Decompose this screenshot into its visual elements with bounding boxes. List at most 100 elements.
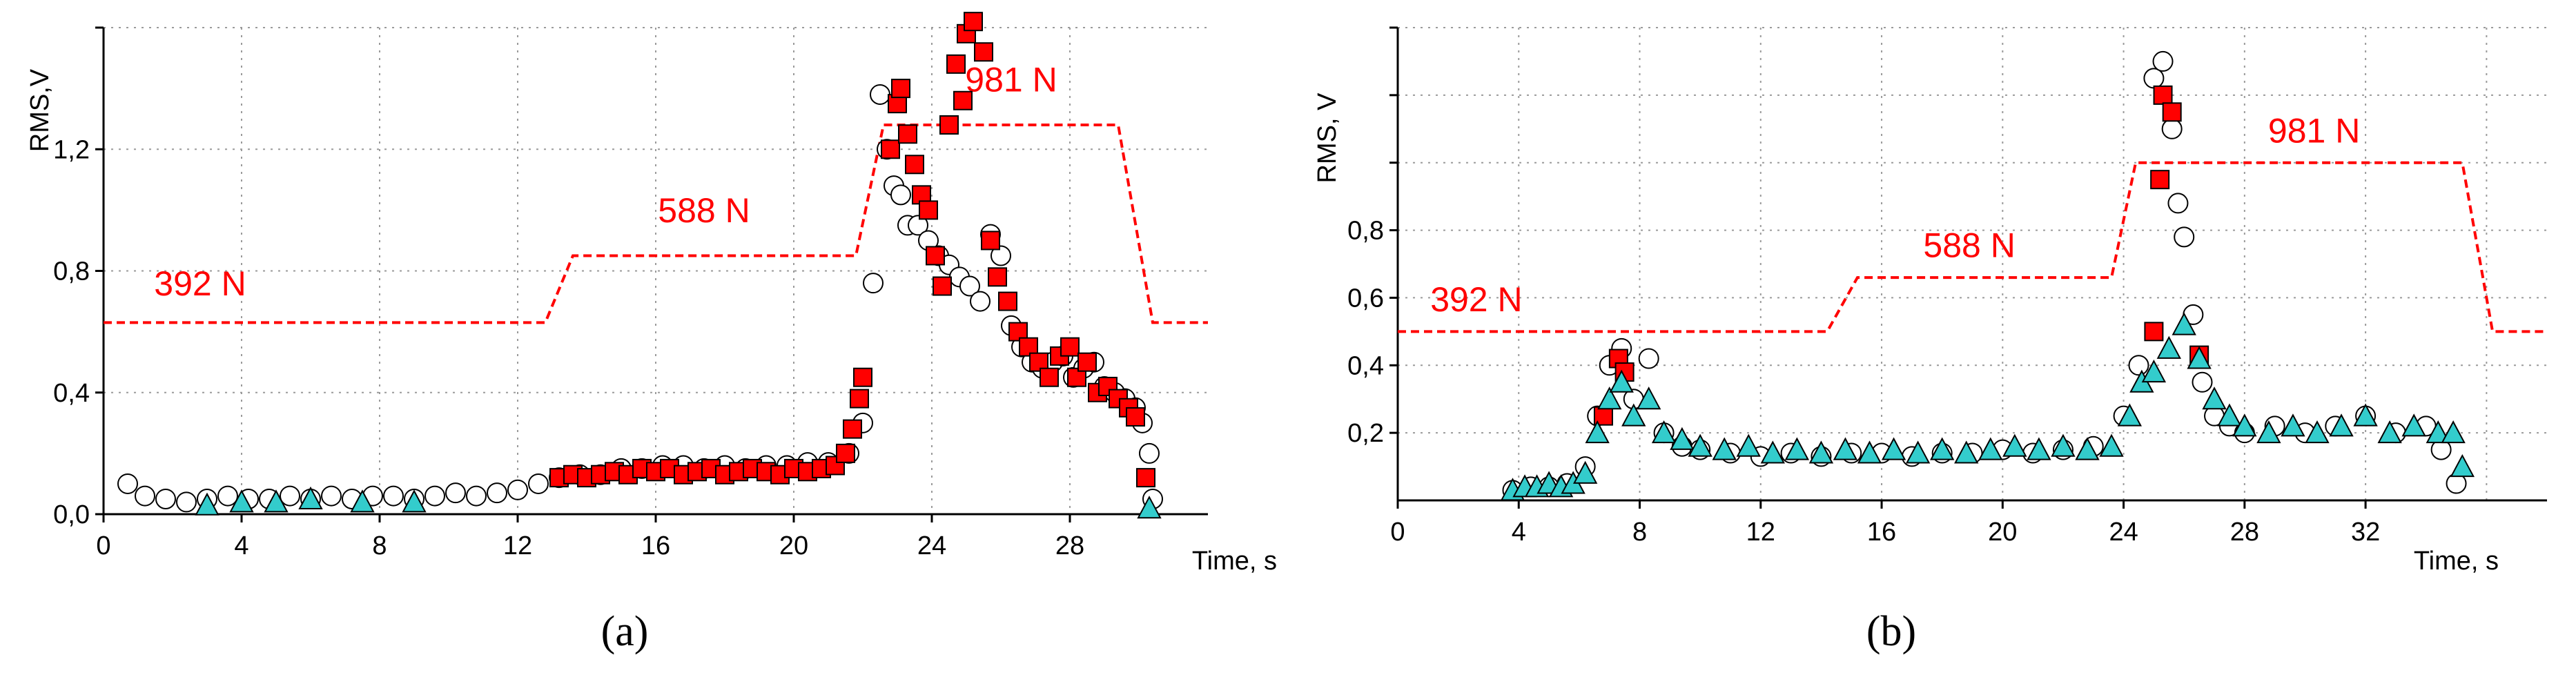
data-point-circle <box>2152 50 2174 72</box>
x-tick-label: 0 <box>96 531 110 560</box>
x-tick-label: 16 <box>1867 518 1896 547</box>
data-point-circle <box>870 84 890 105</box>
force-label: 588 N <box>658 191 750 230</box>
data-point-triangle <box>229 489 254 513</box>
data-point-square <box>1040 367 1059 387</box>
y-tick-label: 0,6 <box>1347 284 1384 313</box>
data-point-triangle <box>350 489 375 513</box>
data-point-circle <box>1139 442 1160 464</box>
data-point-triangle <box>1688 433 1713 457</box>
data-point-triangle <box>1609 369 1634 393</box>
data-point-triangle <box>2202 387 2227 410</box>
data-point-circle <box>970 291 991 312</box>
data-point-square <box>953 90 973 110</box>
data-point-triangle <box>1978 437 2003 460</box>
data-point-triangle <box>2305 420 2330 444</box>
data-point-square <box>964 12 983 32</box>
data-point-square <box>981 231 1000 251</box>
data-point-triangle <box>2099 433 2124 457</box>
force-label: 981 N <box>965 61 1057 99</box>
data-point-square <box>957 23 976 43</box>
data-point-square <box>998 291 1017 311</box>
data-point-circle <box>2174 226 2195 248</box>
data-point-triangle <box>1651 420 1677 444</box>
y-axis-label: RMS, V <box>1313 92 1342 184</box>
data-point-circle <box>445 482 466 504</box>
data-point-triangle <box>2172 312 2196 335</box>
data-point-circle <box>959 275 980 297</box>
data-point-square <box>891 79 910 99</box>
data-point-triangle <box>2187 346 2212 369</box>
x-tick-label: 28 <box>2230 518 2259 547</box>
data-point-square <box>2150 170 2170 190</box>
data-point-triangle <box>1736 433 1761 457</box>
data-point-square <box>1019 337 1038 357</box>
force-load-line <box>104 124 1208 324</box>
y-tick-label: 0,4 <box>53 379 90 408</box>
data-point-circle <box>383 485 404 507</box>
x-tick-label: 8 <box>372 531 387 560</box>
data-point-triangle <box>2075 437 2100 460</box>
x-tick-label: 24 <box>2109 518 2138 547</box>
data-point-triangle <box>2401 413 2426 437</box>
data-point-circle <box>890 184 911 206</box>
data-point-square <box>933 276 952 296</box>
data-point-triangle <box>2002 433 2027 457</box>
data-point-triangle <box>2217 403 2242 427</box>
data-point-circle <box>991 245 1011 266</box>
data-point-triangle <box>1712 437 1737 460</box>
data-point-triangle <box>2027 437 2051 460</box>
data-point-triangle <box>1137 496 1162 519</box>
data-point-triangle <box>2256 420 2281 444</box>
data-point-circle <box>135 485 155 507</box>
data-point-square <box>2153 85 2173 105</box>
data-point-triangle <box>195 492 219 516</box>
data-point-triangle <box>1881 437 1906 460</box>
force-label: 392 N <box>1430 280 1522 319</box>
data-point-triangle <box>2051 433 2076 457</box>
data-point-square <box>2162 102 2182 122</box>
data-point-triangle <box>2377 420 2402 444</box>
data-point-triangle <box>1585 420 1610 444</box>
data-point-square <box>881 139 900 159</box>
data-point-triangle <box>1597 387 1622 410</box>
data-point-square <box>926 246 945 266</box>
x-tick-label: 12 <box>503 531 532 560</box>
data-point-triangle <box>2353 403 2378 427</box>
data-point-square <box>2144 322 2164 342</box>
data-point-triangle <box>1637 387 1661 410</box>
data-point-triangle <box>1833 437 1858 460</box>
data-point-square <box>898 124 917 144</box>
data-point-triangle <box>2329 413 2354 437</box>
data-point-circle <box>507 479 528 500</box>
data-point-square <box>850 389 869 409</box>
data-point-circle <box>155 488 176 509</box>
x-tick-label: 8 <box>1632 518 1647 547</box>
y-tick-label: 0,8 <box>1347 217 1384 246</box>
x-tick-label: 4 <box>1512 518 1526 547</box>
data-point-triangle <box>2426 420 2450 444</box>
data-point-square <box>905 155 924 175</box>
data-point-circle <box>2192 371 2213 393</box>
chart-b: 0 4 8 12 16 20 24 28 32 0,2 0,4 0,6 0,8 RMS, V Time, s… <box>1313 26 2547 655</box>
data-point-square <box>1136 468 1155 488</box>
force-label: 588 N <box>1923 226 2015 265</box>
data-point-square <box>1060 337 1080 357</box>
data-point-square <box>988 267 1007 287</box>
data-point-circle <box>1638 348 1659 369</box>
data-point-circle <box>2143 68 2165 89</box>
data-point-square <box>843 419 862 439</box>
data-point-triangle <box>2281 413 2305 437</box>
data-point-triangle <box>1572 460 1598 484</box>
data-point-triangle <box>2441 420 2466 444</box>
data-point-circle <box>280 485 300 507</box>
data-point-square <box>946 54 966 74</box>
data-point-triangle <box>1905 440 1931 464</box>
data-point-circle <box>2128 355 2149 376</box>
y-tick-label: 0,4 <box>1347 351 1384 380</box>
data-point-circle <box>2161 118 2183 139</box>
data-point-circle <box>528 473 549 494</box>
x-tick-label: 24 <box>917 531 946 560</box>
data-point-triangle <box>1621 403 1646 427</box>
data-point-square <box>939 115 959 135</box>
